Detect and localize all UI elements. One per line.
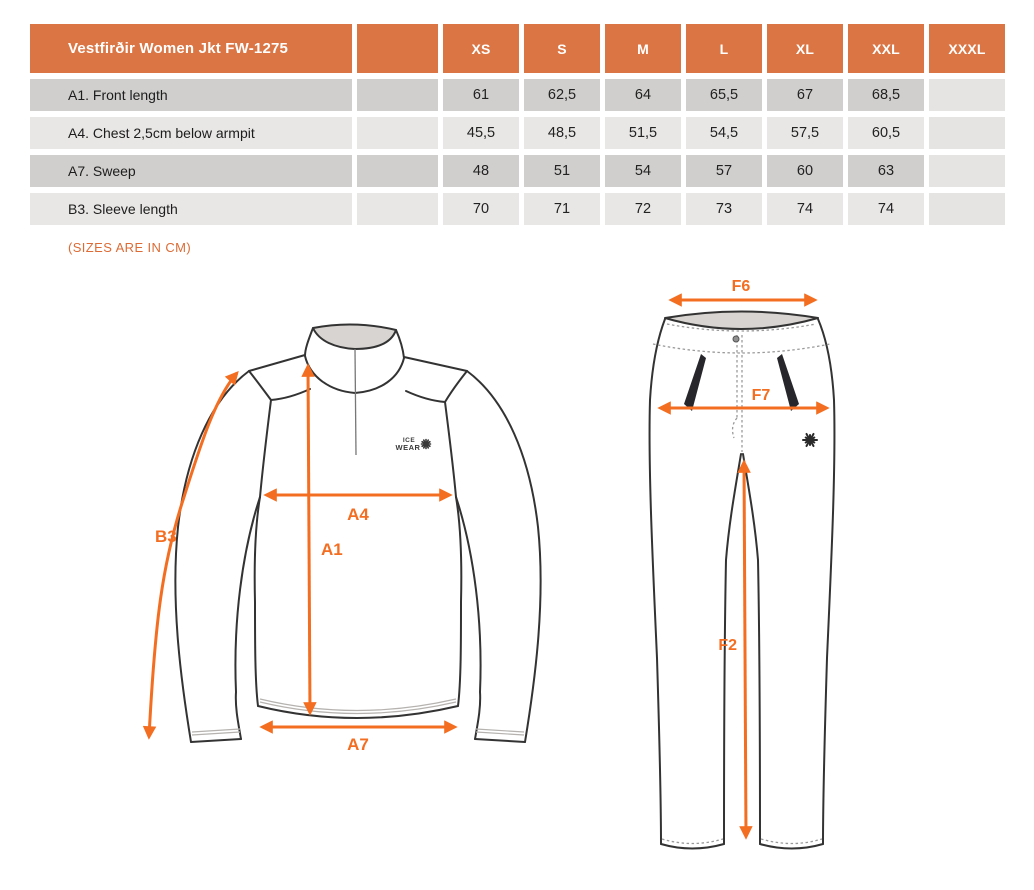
table-cell: 72 — [605, 193, 681, 225]
jacket-measure-arrows — [142, 363, 458, 740]
pants-outline — [648, 318, 836, 850]
right-pocket — [777, 354, 799, 411]
table-cell: 51 — [524, 155, 600, 187]
table-cell: 67 — [767, 79, 843, 111]
waist-button — [732, 335, 740, 343]
pants-stitching — [652, 323, 831, 845]
table-cell — [929, 193, 1005, 225]
header-size-l: L — [686, 24, 762, 73]
table-cell: 62,5 — [524, 79, 600, 111]
header-blank-cell — [357, 24, 438, 73]
table-cell: 73 — [686, 193, 762, 225]
table-cell: 57,5 — [767, 117, 843, 149]
table-cell: 48 — [443, 155, 519, 187]
table-cell: 68,5 — [848, 79, 924, 111]
icewear-logo: ICE WEAR — [396, 437, 432, 452]
table-cell: 70 — [443, 193, 519, 225]
header-size-xs: XS — [443, 24, 519, 73]
blank-cell — [357, 117, 438, 149]
table-cell: 61 — [443, 79, 519, 111]
pants-measure-arrows — [657, 293, 830, 840]
table-cell: 60 — [767, 155, 843, 187]
pants-snowflake-icon — [802, 432, 818, 448]
a7-label: A7 — [347, 735, 369, 754]
header-size-xxxl: XXXL — [929, 24, 1005, 73]
row-label: A7. Sweep — [30, 155, 352, 187]
table-cell: 71 — [524, 193, 600, 225]
table-cell: 54,5 — [686, 117, 762, 149]
row-label: A1. Front length — [30, 79, 352, 111]
table-cell: 74 — [767, 193, 843, 225]
table-cell: 74 — [848, 193, 924, 225]
header-size-s: S — [524, 24, 600, 73]
zipper-line — [354, 348, 357, 456]
table-cell — [929, 79, 1005, 111]
table-cell: 48,5 — [524, 117, 600, 149]
jacket-outline — [174, 327, 542, 743]
table-cell: 64 — [605, 79, 681, 111]
svg-text:WEAR: WEAR — [396, 443, 421, 452]
table-title: Vestfirðir Women Jkt FW-1275 — [30, 24, 352, 73]
blank-cell — [357, 79, 438, 111]
table-cell: 51,5 — [605, 117, 681, 149]
row-label: B3. Sleeve length — [30, 193, 352, 225]
table-cell — [929, 117, 1005, 149]
b3-arrow — [142, 370, 239, 740]
header-size-m: M — [605, 24, 681, 73]
f2-arrow — [737, 459, 753, 840]
a1-arrow — [301, 363, 317, 716]
size-table: Vestfirðir Women Jkt FW-1275 XS S M L XL… — [30, 24, 1005, 225]
svg-text:ICE: ICE — [403, 437, 416, 444]
blank-cell — [357, 193, 438, 225]
f6-label: F6 — [732, 278, 751, 295]
jacket-diagram: ICE WEAR B3 A1 A4 A7 — [142, 323, 542, 754]
collar-opening — [312, 323, 397, 350]
table-cell: 54 — [605, 155, 681, 187]
f7-label: F7 — [752, 387, 771, 404]
table-cell: 65,5 — [686, 79, 762, 111]
waist-opening — [664, 310, 819, 330]
row-label: A4. Chest 2,5cm below armpit — [30, 117, 352, 149]
table-cell — [929, 155, 1005, 187]
a4-label: A4 — [347, 505, 369, 524]
blank-cell — [357, 155, 438, 187]
table-cell: 45,5 — [443, 117, 519, 149]
header-size-xxl: XXL — [848, 24, 924, 73]
pants-diagram: F6 F7 F2 — [648, 278, 836, 850]
table-cell: 60,5 — [848, 117, 924, 149]
table-cell: 63 — [848, 155, 924, 187]
b3-label: B3 — [155, 527, 177, 546]
f2-label: F2 — [718, 637, 737, 654]
sizes-in-cm-note: (SIZES ARE IN CM) — [68, 240, 192, 255]
a1-label: A1 — [321, 540, 343, 559]
logo-snowflake-icon — [420, 438, 432, 450]
header-size-xl: XL — [767, 24, 843, 73]
left-pocket — [684, 354, 706, 411]
table-cell: 57 — [686, 155, 762, 187]
